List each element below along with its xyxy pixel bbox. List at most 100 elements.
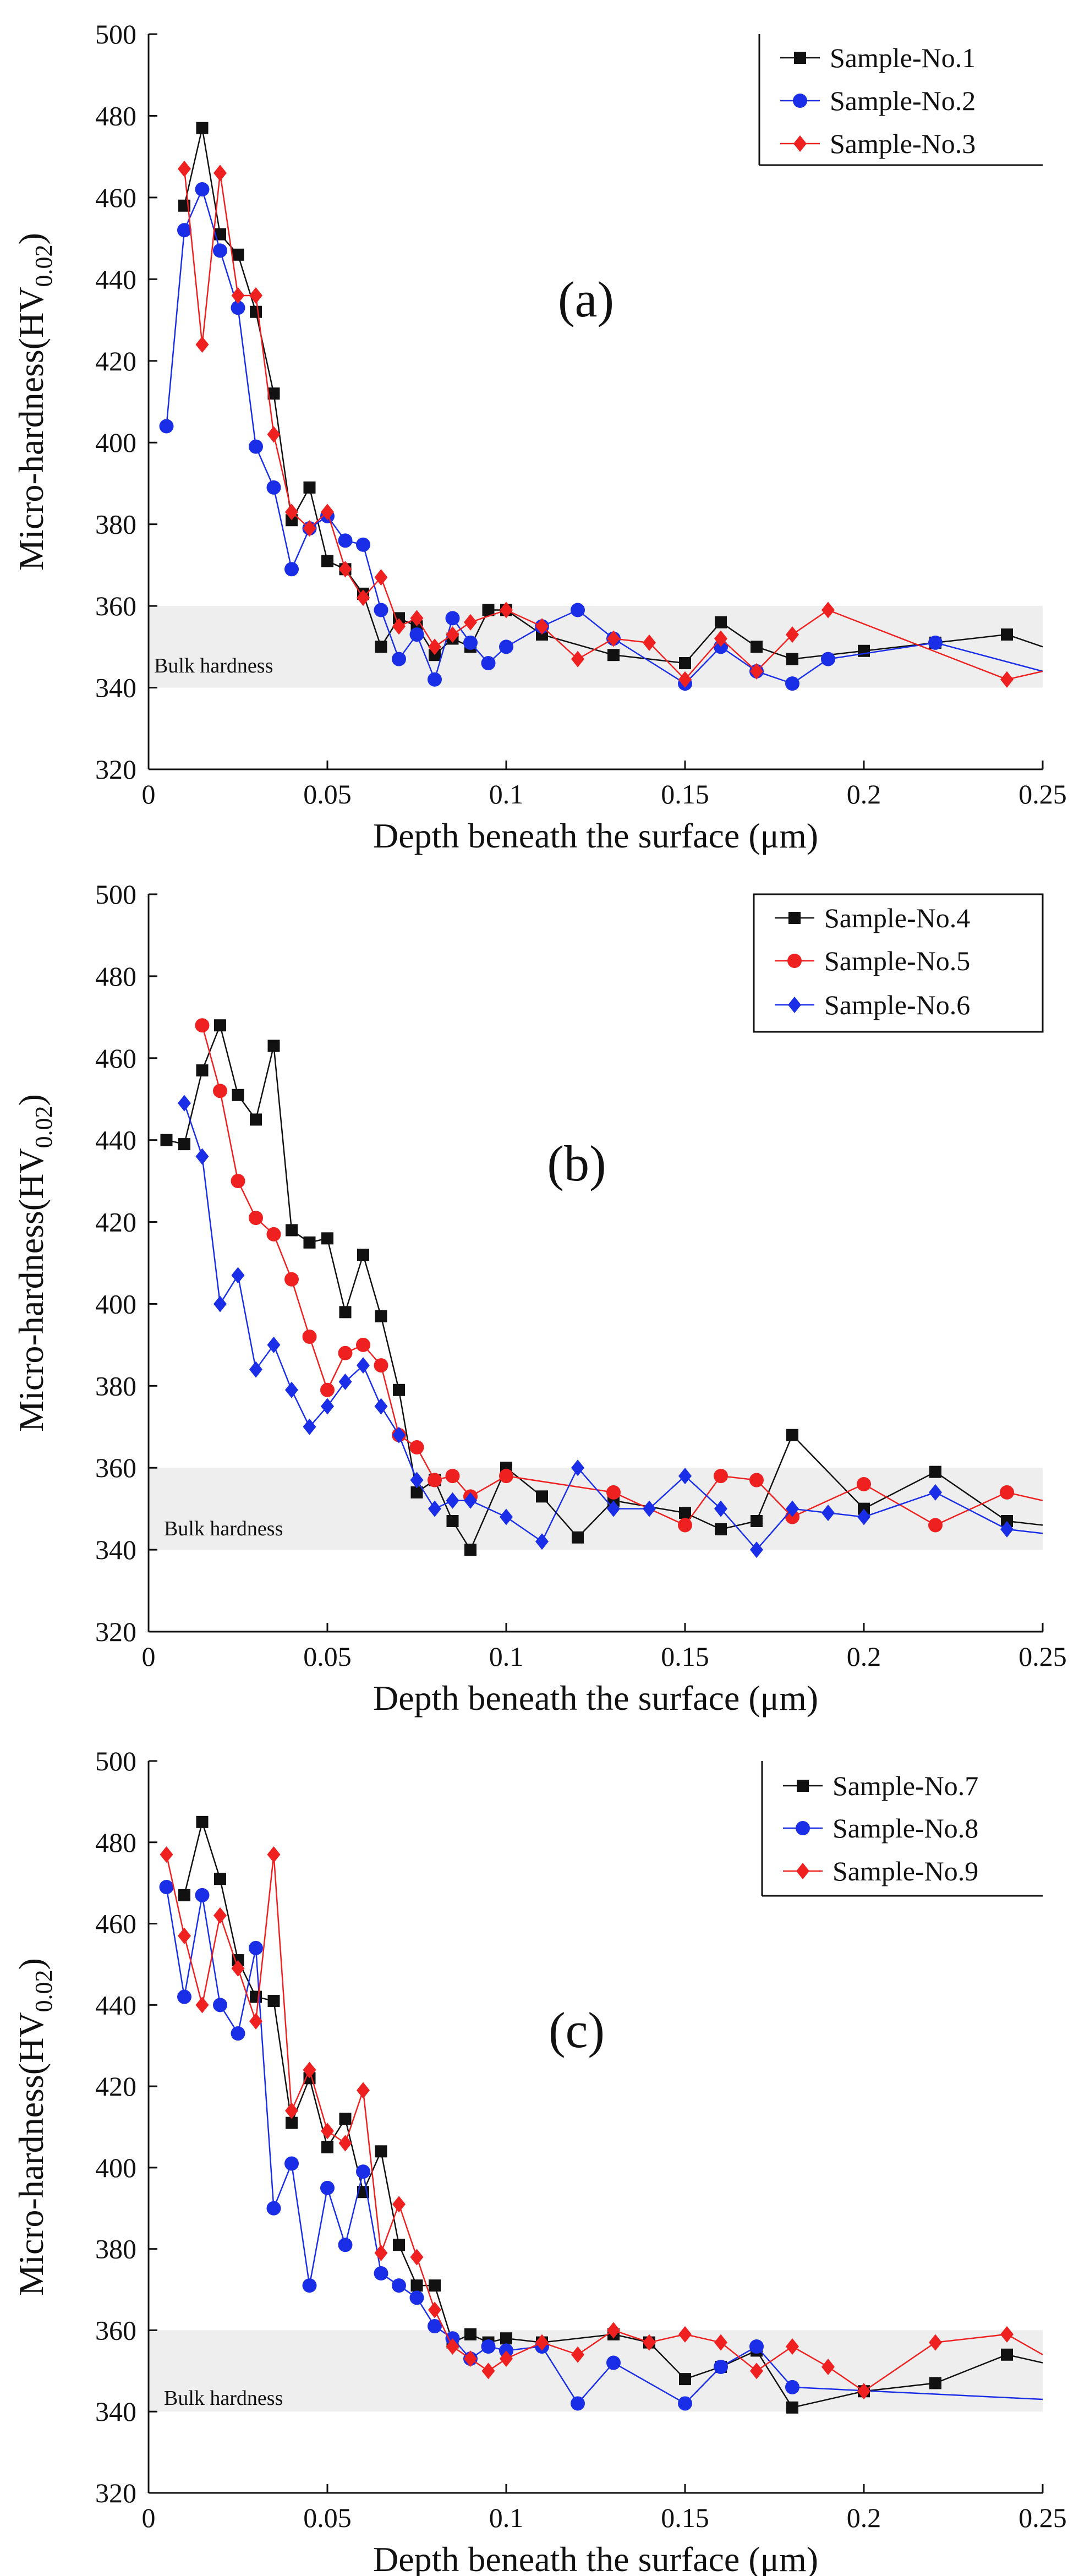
data-point [178, 1927, 191, 1944]
data-point [428, 638, 441, 655]
x-tick-label: 0.15 [661, 779, 709, 810]
data-point [714, 1469, 728, 1484]
data-point [160, 1846, 173, 1863]
data-point [858, 644, 870, 657]
data-point [679, 1507, 691, 1519]
y-axis-title-main: Micro-hardness(HV [12, 1148, 51, 1431]
y-axis-title-subscript: 0.02 [30, 244, 57, 287]
data-point [410, 2279, 423, 2292]
data-point [267, 387, 280, 400]
data-point [231, 287, 245, 304]
data-point [339, 2113, 352, 2125]
data-point [321, 555, 333, 567]
data-point [284, 2156, 299, 2171]
data-point [536, 1490, 548, 1503]
data-point [303, 520, 316, 537]
data-point [857, 1508, 870, 1525]
x-tick-label: 0.15 [661, 1641, 709, 1672]
data-point [500, 2350, 513, 2367]
series-sample-no-6 [178, 1095, 1043, 1558]
x-tick-label: 0 [142, 779, 156, 810]
data-point [249, 1361, 262, 1378]
data-point [177, 223, 191, 238]
data-point [785, 2380, 799, 2394]
data-point [178, 1095, 191, 1112]
data-point [715, 1523, 727, 1535]
legend-label: Sample-No.3 [830, 128, 976, 159]
data-point [821, 1505, 835, 1522]
data-point [249, 1211, 263, 1226]
series-sample-no-4 [160, 1019, 1043, 1556]
data-point [266, 480, 281, 495]
data-point [786, 2338, 799, 2355]
data-point [1000, 1521, 1014, 1538]
y-axis-title: Micro-hardness(HV0.02) [12, 1958, 57, 2296]
data-point [607, 630, 620, 647]
y-tick-label: 420 [95, 2071, 136, 2102]
x-axis-title: Depth beneath the surface (μm) [373, 816, 818, 855]
data-point [231, 2026, 245, 2041]
data-point [481, 656, 496, 671]
data-point [499, 639, 513, 654]
data-point [231, 1174, 245, 1189]
data-point [267, 426, 281, 443]
x-tick-label: 0.2 [847, 1641, 881, 1672]
data-point [178, 1138, 190, 1151]
data-point [195, 336, 209, 353]
legend-marker [796, 1821, 810, 1835]
data-point [231, 1267, 245, 1284]
legend-label: Sample-No.2 [830, 85, 976, 116]
legend-marker [797, 1780, 809, 1792]
x-tick-label: 0.25 [1018, 779, 1067, 810]
legend-label: Sample-No.9 [832, 1856, 978, 1886]
series-sample-no-3 [178, 160, 1043, 688]
data-point [177, 1989, 191, 2004]
x-tick-label: 0.05 [303, 2502, 352, 2533]
y-tick-label: 360 [95, 590, 136, 621]
y-tick-label: 420 [95, 1207, 136, 1238]
series-line [166, 187, 1043, 685]
data-point [643, 634, 656, 651]
data-point [606, 1485, 621, 1500]
data-point [213, 1084, 227, 1098]
data-point [643, 1500, 656, 1517]
data-point [499, 1469, 513, 1484]
series-sample-no-9 [160, 1846, 1043, 2400]
series-line [201, 1025, 1043, 1527]
data-point [928, 635, 943, 650]
data-point [446, 1515, 459, 1527]
data-point [929, 1484, 942, 1501]
chart-panel-2: 320 340 360 380 400 420 440 460 480 500 0 0.05 0.1 0.… [12, 879, 1067, 1718]
data-point [249, 1940, 263, 1955]
data-point [464, 1492, 477, 1509]
data-point [232, 1089, 244, 1101]
x-axis-title: Depth beneath the surface (μm) [373, 2540, 818, 2576]
data-point [321, 2123, 334, 2140]
data-point [750, 2362, 763, 2380]
data-point [715, 616, 727, 628]
data-point [338, 561, 352, 578]
y-tick-label: 480 [95, 961, 136, 992]
data-point [679, 657, 691, 670]
data-point [786, 2401, 798, 2414]
panel-label: (c) [549, 2002, 605, 2058]
series-line [166, 1886, 1043, 2405]
data-point [286, 1224, 298, 1237]
panel-label: (b) [547, 1135, 606, 1191]
y-tick-label: 480 [95, 100, 136, 131]
data-point [428, 672, 442, 687]
legend-label: Sample-No.8 [832, 1813, 978, 1844]
y-tick-label: 320 [95, 1616, 136, 1647]
legend-marker [787, 954, 802, 968]
data-point [750, 1541, 763, 1558]
data-point [464, 1544, 476, 1556]
data-point [196, 122, 209, 134]
legend-label: Sample-No.4 [824, 903, 970, 933]
data-point [714, 1500, 727, 1517]
y-tick-label: 400 [95, 427, 136, 458]
data-point [571, 650, 584, 668]
data-point [929, 2377, 941, 2389]
data-point [535, 2334, 549, 2351]
data-point [786, 1500, 799, 1517]
